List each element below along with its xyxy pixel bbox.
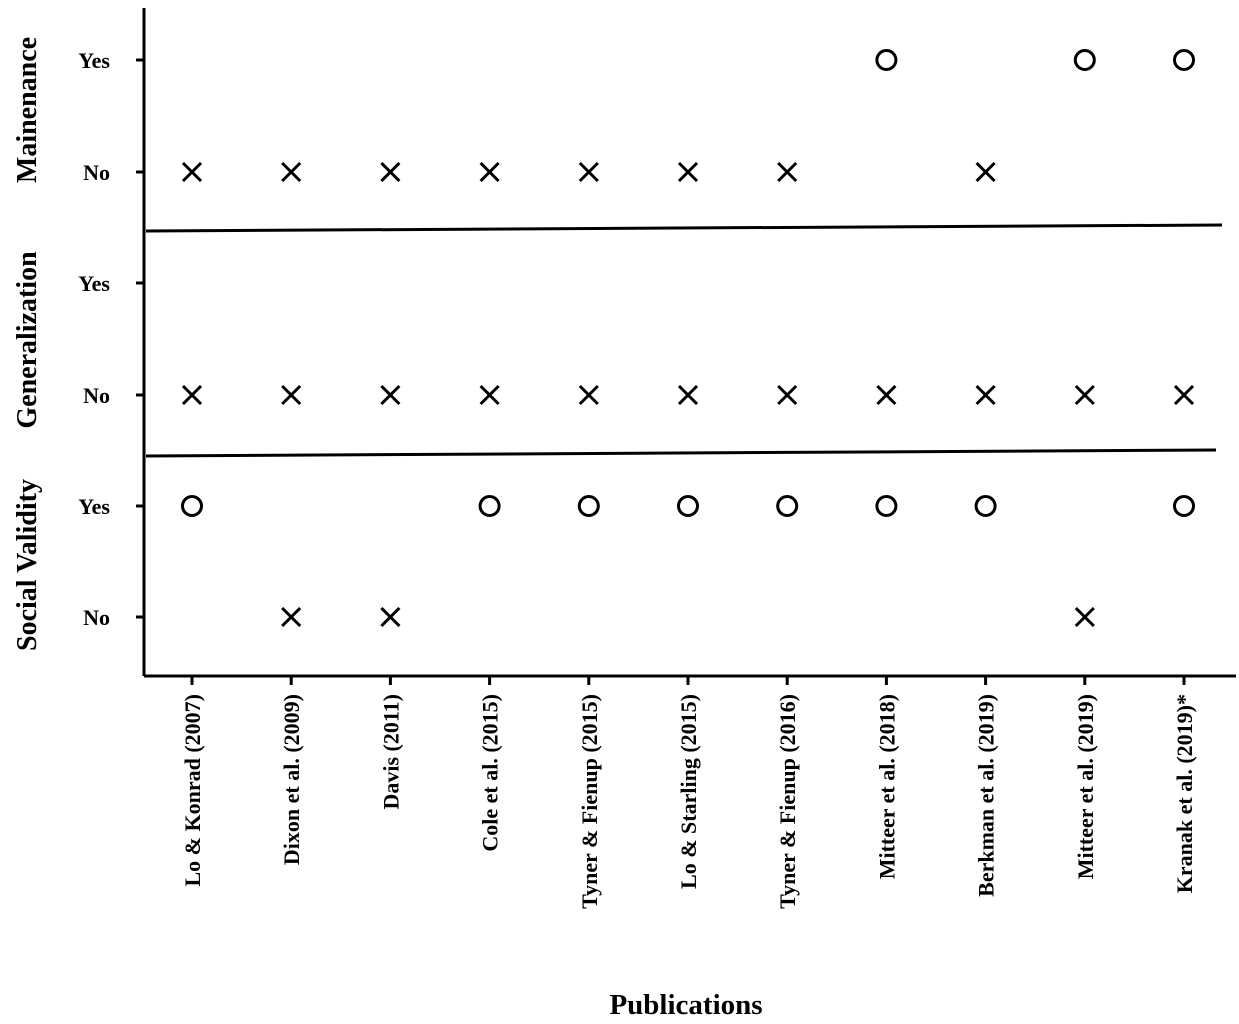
cross-mark — [777, 384, 798, 406]
x-tick-label: Mitteer et al. (2018) — [874, 694, 899, 879]
cross-mark — [281, 161, 302, 183]
x-tick-label: Lo & Starling (2015) — [676, 694, 701, 889]
circle-mark — [677, 495, 699, 517]
circle-mark — [1173, 495, 1195, 517]
x-axis-label: Publications — [609, 989, 762, 1021]
cross-mark — [479, 161, 500, 183]
panel-label: Social Validity — [12, 479, 43, 651]
cross-mark — [975, 384, 996, 406]
circle-mark — [1073, 49, 1096, 71]
cross-mark — [281, 384, 302, 406]
cross-mark — [677, 161, 699, 183]
circle-mark — [181, 495, 203, 517]
cross-mark — [181, 161, 203, 183]
circle-mark — [875, 495, 898, 517]
cross-mark — [1074, 606, 1095, 628]
y-tick-label: Yes — [78, 271, 110, 296]
x-tick-label: Dixon et al. (2009) — [279, 694, 304, 865]
circle-mark — [577, 495, 600, 517]
x-tick-label: Lo & Konrad (2007) — [180, 694, 205, 887]
circle-mark — [1173, 49, 1195, 71]
circle-mark — [875, 49, 898, 71]
x-tick-label: Tyner & Fienup (2016) — [775, 694, 800, 909]
y-tick-label: No — [83, 160, 110, 185]
x-tick-label: Mitteer et al. (2019) — [1073, 694, 1098, 879]
y-tick-label: Yes — [78, 494, 110, 519]
cross-mark — [677, 384, 699, 406]
cross-mark — [578, 161, 599, 183]
x-tick-label: Davis (2011) — [378, 694, 403, 810]
cross-mark — [777, 161, 798, 183]
panel-labels: Mainenance Generalization Social Validity — [12, 37, 43, 651]
cross-mark — [479, 384, 500, 406]
x-tick-labels: Lo & Konrad (2007) Dixon et al. (2009) Dav… — [180, 694, 1197, 909]
x-tick-label: Berkman et al. (2019) — [974, 694, 999, 897]
circle-mark — [478, 495, 501, 517]
cross-mark — [380, 384, 401, 406]
cross-mark — [1173, 384, 1195, 406]
cross-mark — [1074, 384, 1095, 406]
cross-mark — [876, 384, 897, 406]
y-tick-labels: Yes No Yes No Yes No — [78, 48, 110, 630]
x-tick-label: Tyner & Fienup (2015) — [577, 694, 602, 909]
circle-mark — [776, 495, 799, 517]
cross-mark — [380, 161, 401, 183]
cross-mark — [380, 606, 401, 628]
y-tick-label: No — [83, 605, 110, 630]
cross-mark — [578, 384, 599, 406]
y-tick-label: No — [83, 383, 110, 408]
x-tick-label: Kranak et al. (2019)* — [1172, 694, 1197, 893]
x-tick-label: Cole et al. (2015) — [478, 694, 503, 852]
panel-divider-2 — [145, 448, 1217, 458]
cross-mark — [181, 384, 203, 406]
data-marks — [181, 49, 1195, 628]
panel-label: Mainenance — [12, 37, 43, 183]
y-tick-label: Yes — [78, 48, 110, 73]
cross-mark — [975, 161, 996, 183]
panel-divider-1 — [145, 223, 1223, 233]
circle-mark — [974, 495, 997, 517]
cross-mark — [281, 606, 302, 628]
tick-group — [136, 58, 1186, 685]
panel-label: Generalization — [12, 251, 43, 429]
